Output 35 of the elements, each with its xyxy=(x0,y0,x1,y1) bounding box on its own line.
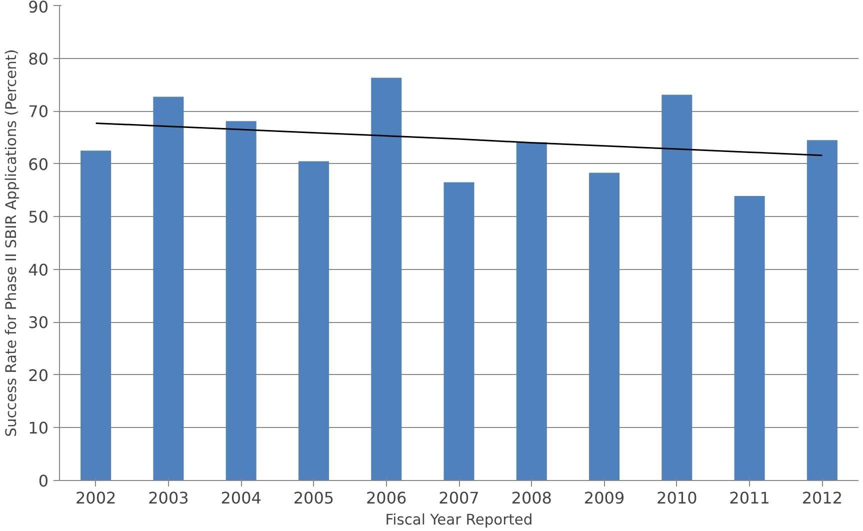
bar xyxy=(80,150,112,480)
bar xyxy=(371,78,402,480)
x-tick-label: 2008 xyxy=(511,488,552,508)
y-tick-label: 40 xyxy=(28,260,48,280)
x-tick-label: 2007 xyxy=(438,488,480,508)
x-tick-label: 2005 xyxy=(293,488,334,508)
bar xyxy=(516,142,547,480)
line-series xyxy=(95,122,823,156)
bar xyxy=(444,182,474,480)
x-tick-label: 2010 xyxy=(656,488,698,508)
y-tick-label: 60 xyxy=(28,154,48,174)
bar xyxy=(662,94,692,480)
x-tick-label: 2002 xyxy=(75,488,116,508)
y-tick-label: 80 xyxy=(28,49,48,68)
y-tick-label: 90 xyxy=(28,0,48,16)
bar xyxy=(226,121,256,480)
bar xyxy=(153,96,184,480)
y-axis-title: Success Rate for Phase II SBIR Applications (Percent) xyxy=(3,49,20,437)
x-axis-title: Fiscal Year Reported xyxy=(385,512,533,528)
x-tick-label: 2009 xyxy=(584,488,625,508)
y-tick-label: 10 xyxy=(28,418,48,438)
x-tick-label: 2003 xyxy=(148,488,189,508)
y-tick-label: 30 xyxy=(28,313,48,332)
x-tick-label: 2012 xyxy=(802,488,843,508)
y-tick-label: 70 xyxy=(28,102,48,122)
x-tick-label: 2004 xyxy=(220,488,262,508)
bar xyxy=(806,140,838,480)
bar xyxy=(734,196,765,480)
bar xyxy=(298,161,329,480)
y-tick-label: 20 xyxy=(28,366,48,385)
x-tick-label: 2006 xyxy=(366,488,407,508)
y-tick-label: 0 xyxy=(38,472,49,490)
x-tick-label: 2011 xyxy=(729,488,770,508)
y-tick-label: 50 xyxy=(28,208,48,227)
bar xyxy=(589,172,620,480)
